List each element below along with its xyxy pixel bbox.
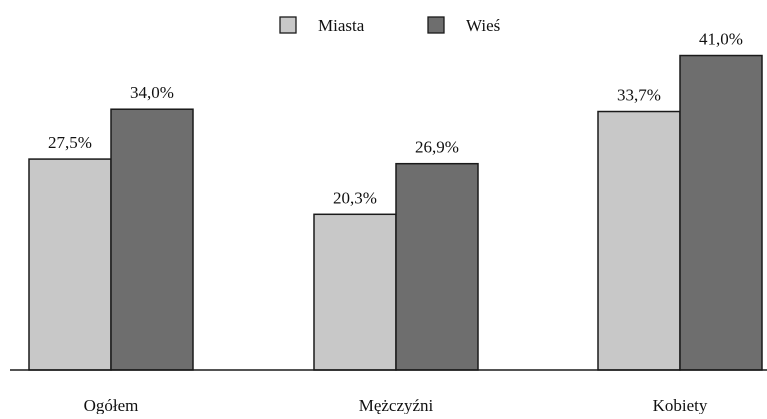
x-axis-tick-labels: Ogółem Mężczyźni Kobiety [84, 396, 708, 415]
category-label-1: Ogółem [84, 396, 139, 414]
value-label-wie--2: 26,9% [415, 138, 459, 157]
bar-miasta-3 [597, 110, 681, 371]
value-label-wie--3: 41,0% [699, 30, 743, 49]
bar-wie--1 [110, 108, 194, 371]
category-label-3: Kobiety [653, 396, 708, 414]
value-label-wie--1: 34,0% [130, 83, 174, 102]
data-labels: 27,5% 34,0% 20,3% 26,9% 33,7% 41,0% [48, 30, 743, 208]
legend-swatch-wie- [427, 16, 445, 34]
bar-miasta-1 [28, 158, 112, 371]
category-label-2: Mężczyźni [359, 396, 434, 414]
bar-wie--3 [679, 54, 763, 371]
chart-legend: Miasta Wieś [279, 16, 500, 35]
legend-label-miasta: Miasta [318, 16, 365, 35]
value-label-miasta-1: 27,5% [48, 133, 92, 152]
bar-groups [28, 54, 763, 371]
legend-swatch-miasta [279, 16, 297, 34]
value-label-miasta-2: 20,3% [333, 188, 377, 207]
legend-label-wie-: Wieś [466, 16, 500, 35]
value-label-miasta-3: 33,7% [617, 86, 661, 105]
bar-wie--2 [395, 162, 479, 371]
bar-miasta-2 [313, 213, 397, 371]
